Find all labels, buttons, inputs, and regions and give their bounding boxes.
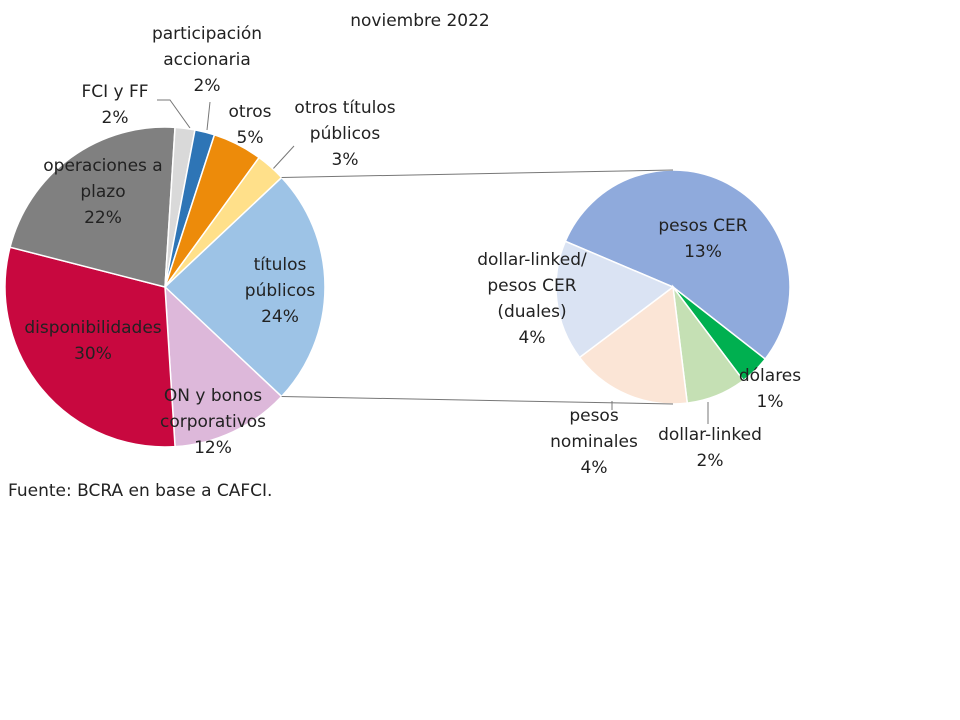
slice-label: FCI y FF bbox=[81, 82, 148, 102]
value-label: 2% bbox=[697, 451, 724, 471]
slice-label: títulos públicos bbox=[245, 255, 316, 301]
value-label: 2% bbox=[194, 76, 221, 96]
value-label: 3% bbox=[332, 150, 359, 170]
value-label: 4% bbox=[581, 458, 608, 478]
leader-line bbox=[157, 99, 191, 129]
slice-label: dollar-linked/pesos CER (duales) bbox=[477, 250, 587, 322]
pie-slice bbox=[578, 285, 689, 405]
value-label: 4% bbox=[519, 328, 546, 348]
slice-label: operaciones a plazo bbox=[43, 156, 162, 202]
leader-lines bbox=[157, 99, 709, 424]
pie bbox=[4, 126, 326, 448]
leader-line bbox=[271, 145, 295, 171]
slice-label: pesos CER bbox=[658, 216, 747, 236]
connector-line bbox=[281, 396, 674, 405]
slice-label: ON y bonos corporativos bbox=[160, 386, 266, 432]
pie-slice bbox=[4, 246, 176, 448]
slice-label: otros bbox=[229, 102, 272, 122]
pie-slice bbox=[9, 126, 176, 288]
value-label: 24% bbox=[261, 307, 299, 327]
value-label: 30% bbox=[74, 344, 112, 364]
value-label: 5% bbox=[237, 128, 264, 148]
leader-line bbox=[206, 101, 211, 131]
pie-slice bbox=[555, 240, 675, 359]
value-label: 13% bbox=[684, 242, 722, 262]
slice-label: pesos nominales bbox=[550, 406, 638, 452]
pie-slice bbox=[164, 156, 283, 288]
pie bbox=[555, 169, 791, 405]
slice-label: participación accionaria bbox=[152, 24, 262, 70]
value-label: 12% bbox=[194, 438, 232, 458]
value-label: 22% bbox=[84, 208, 122, 228]
pie-slice bbox=[564, 169, 791, 361]
value-label: 1% bbox=[757, 392, 784, 412]
pie-slice bbox=[163, 176, 326, 398]
slice-label: dollar-linked bbox=[658, 425, 762, 445]
connector-line bbox=[281, 169, 674, 178]
slice-label: dólares bbox=[739, 366, 801, 386]
slice-label: disponibilidades bbox=[24, 318, 161, 338]
value-label: 2% bbox=[102, 108, 129, 128]
pie-slice bbox=[164, 285, 283, 448]
chart-title: noviembre 2022 bbox=[350, 11, 490, 31]
slice-label: otros títulos públicos bbox=[294, 98, 395, 144]
source-note: Fuente: BCRA en base a CAFCI. bbox=[8, 481, 272, 501]
